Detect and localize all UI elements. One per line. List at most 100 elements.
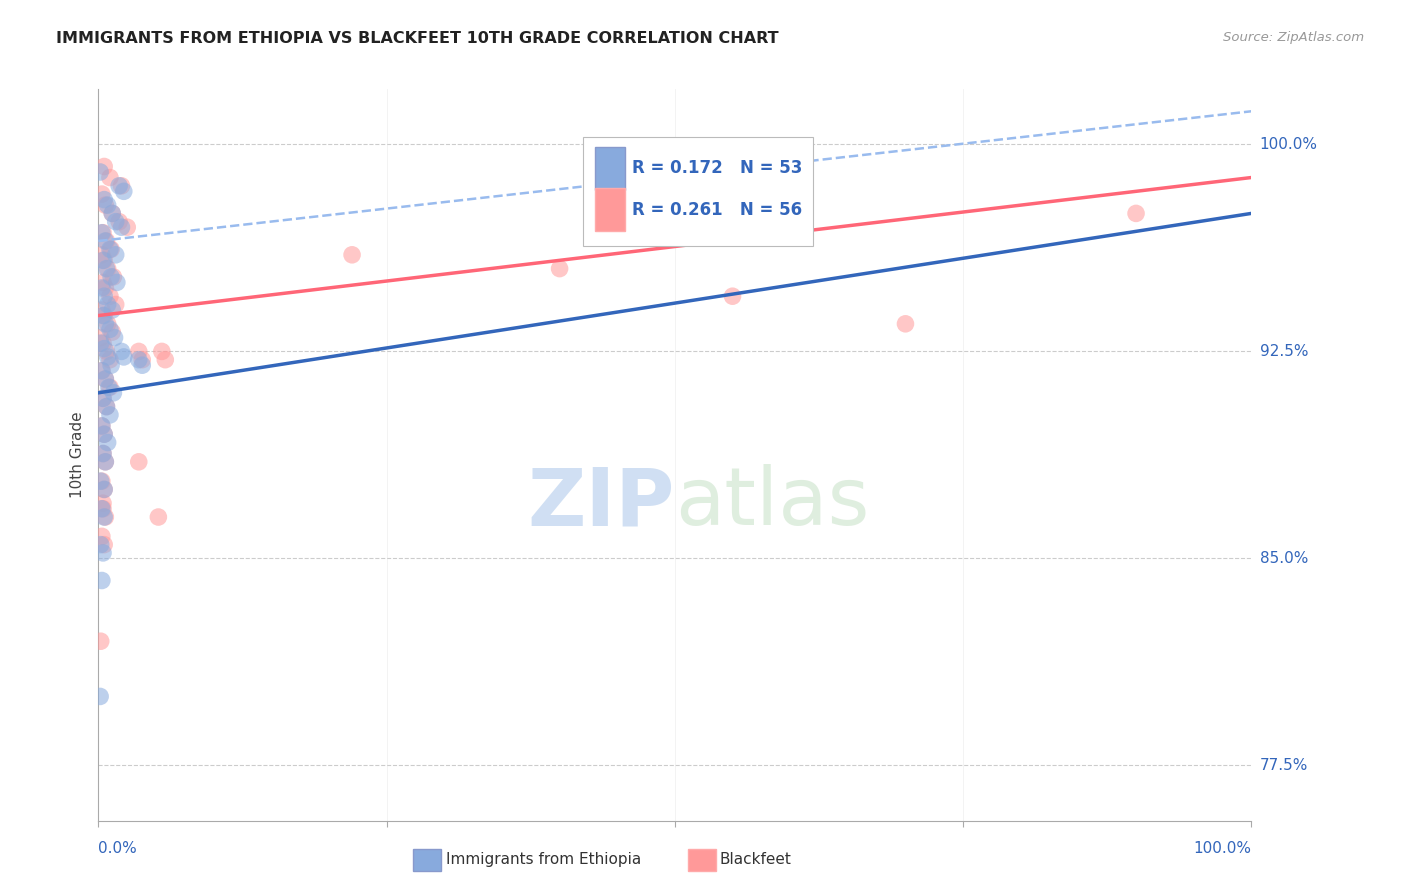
- Point: [90, 501, 112, 516]
- Point: [91, 496, 114, 510]
- Y-axis label: 10th Grade: 10th Grade: [70, 411, 86, 499]
- Point: [97, 317, 120, 331]
- Point: [340, 248, 363, 262]
- Point: [90, 529, 112, 543]
- Point: [721, 289, 744, 303]
- Point: [96, 344, 118, 359]
- Point: [97, 380, 120, 394]
- Point: [94, 372, 117, 386]
- Point: [112, 184, 135, 198]
- Point: [103, 269, 125, 284]
- Point: [93, 483, 115, 497]
- Point: [90, 364, 112, 378]
- Point: [100, 242, 122, 256]
- Point: [101, 325, 124, 339]
- Text: 100.0%: 100.0%: [1194, 841, 1251, 856]
- Point: [150, 344, 173, 359]
- Point: [104, 297, 127, 311]
- Point: [93, 483, 115, 497]
- Point: [110, 178, 132, 193]
- Point: [101, 303, 124, 318]
- Point: [110, 220, 132, 235]
- Text: 85.0%: 85.0%: [1260, 551, 1308, 566]
- Point: [548, 261, 571, 276]
- Text: ZIP: ZIP: [527, 464, 675, 542]
- Point: [90, 330, 112, 344]
- Point: [91, 253, 114, 268]
- Point: [94, 455, 117, 469]
- Point: [90, 248, 112, 262]
- Point: [98, 289, 121, 303]
- Text: 77.5%: 77.5%: [1260, 758, 1308, 773]
- Point: [97, 261, 120, 276]
- Point: [94, 317, 117, 331]
- Point: [96, 400, 118, 414]
- Point: [128, 352, 150, 367]
- Point: [112, 350, 135, 364]
- Point: [96, 400, 118, 414]
- Point: [91, 501, 114, 516]
- Point: [100, 358, 122, 372]
- Point: [104, 248, 127, 262]
- Text: 92.5%: 92.5%: [1260, 344, 1308, 359]
- Point: [93, 538, 115, 552]
- Point: [93, 342, 115, 356]
- Text: Blackfeet: Blackfeet: [720, 853, 792, 867]
- Point: [128, 344, 150, 359]
- Point: [94, 198, 117, 212]
- Point: [103, 385, 125, 400]
- Point: [90, 303, 112, 318]
- FancyBboxPatch shape: [595, 188, 626, 231]
- Point: [98, 380, 121, 394]
- Point: [91, 392, 114, 406]
- Point: [91, 309, 114, 323]
- Point: [98, 242, 121, 256]
- Point: [93, 309, 115, 323]
- Point: [90, 364, 112, 378]
- Point: [155, 352, 177, 367]
- Point: [90, 538, 112, 552]
- Point: [110, 344, 132, 359]
- Point: [98, 322, 121, 336]
- Point: [91, 446, 114, 460]
- Point: [93, 427, 115, 442]
- Point: [93, 193, 115, 207]
- Point: [94, 281, 117, 295]
- Point: [97, 198, 120, 212]
- FancyBboxPatch shape: [595, 146, 626, 190]
- Point: [90, 419, 112, 434]
- Point: [90, 187, 112, 202]
- Point: [91, 392, 114, 406]
- Point: [1125, 206, 1147, 220]
- Point: [105, 276, 128, 290]
- Point: [97, 350, 120, 364]
- Point: [89, 165, 111, 179]
- Point: [91, 336, 114, 351]
- Point: [894, 317, 917, 331]
- Point: [108, 215, 131, 229]
- Point: [94, 510, 117, 524]
- Point: [104, 215, 127, 229]
- Point: [93, 427, 115, 442]
- Point: [97, 435, 120, 450]
- Point: [90, 336, 112, 351]
- Point: [91, 546, 114, 560]
- Point: [97, 297, 120, 311]
- FancyBboxPatch shape: [582, 136, 813, 246]
- Point: [93, 253, 115, 268]
- Point: [148, 510, 170, 524]
- Point: [90, 419, 112, 434]
- Point: [101, 206, 124, 220]
- Point: [101, 206, 124, 220]
- Point: [90, 474, 112, 488]
- Point: [93, 160, 115, 174]
- Point: [128, 455, 150, 469]
- Text: 100.0%: 100.0%: [1260, 136, 1317, 152]
- Point: [103, 330, 125, 344]
- Point: [94, 455, 117, 469]
- Point: [90, 634, 112, 648]
- Point: [100, 269, 122, 284]
- Point: [90, 281, 112, 295]
- Point: [93, 510, 115, 524]
- Text: 0.0%: 0.0%: [98, 841, 138, 856]
